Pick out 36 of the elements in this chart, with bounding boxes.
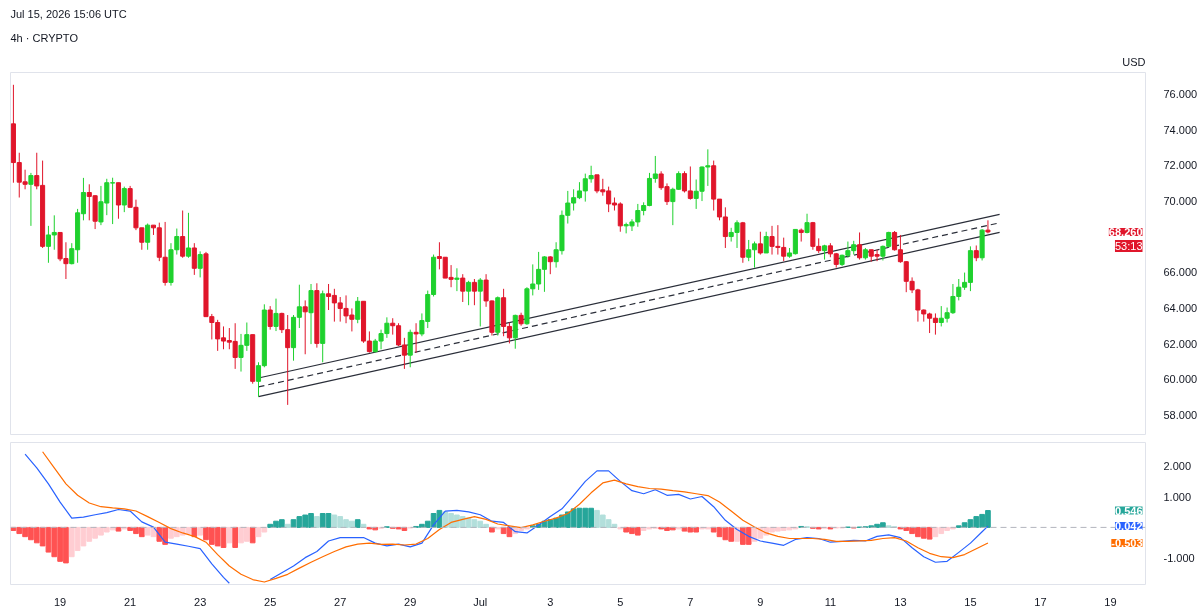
- annotation: 0.042: [1114, 520, 1143, 533]
- text: Jul 15, 2026 15:06 UTC: [10, 7, 127, 20]
- y-tick-label: 60.000: [1163, 373, 1198, 386]
- x-tick-label: 27: [334, 595, 347, 608]
- y-tick-label: 62.000: [1163, 337, 1198, 350]
- annotation: 68.260: [1108, 225, 1143, 238]
- x-tick-label: 13: [894, 595, 907, 608]
- x-tick-label: 3: [547, 595, 554, 608]
- y-tick-label: -1.000: [1163, 552, 1195, 565]
- y-tick-label: 76.000: [1163, 87, 1198, 100]
- chart-title: 4h · CRYPTO: [10, 31, 79, 44]
- y-tick-label: 72.000: [1163, 159, 1198, 172]
- y-tick-label: 1.000: [1163, 490, 1192, 503]
- x-tick-label: 15: [964, 595, 977, 608]
- y-tick-label: 2.000: [1163, 459, 1192, 472]
- annotation: -0.503: [1111, 536, 1143, 549]
- y-tick-label: 64.000: [1163, 301, 1198, 314]
- x-tick-label: 29: [404, 595, 417, 608]
- x-tick-label: 7: [687, 595, 694, 608]
- annotation: 53:13: [1114, 239, 1143, 252]
- annotation: 0.546: [1114, 504, 1143, 517]
- x-tick-label: 17: [1034, 595, 1047, 608]
- y-tick-label: 70.000: [1163, 194, 1198, 207]
- x-tick-label: 19: [53, 595, 67, 608]
- x-tick-label: 11: [824, 595, 837, 608]
- y-tick-label: 66.000: [1163, 266, 1198, 279]
- x-tick-label: 23: [194, 595, 207, 608]
- x-tick-label: 9: [757, 595, 764, 608]
- x-tick-label: 19: [1104, 595, 1117, 608]
- x-tick-label: 25: [264, 595, 277, 608]
- x-tick-label: 21: [124, 595, 137, 608]
- y-tick-label: 58.000: [1163, 408, 1198, 421]
- x-tick-label: Jul: [473, 595, 488, 608]
- x-tick-label: 5: [617, 595, 624, 608]
- y-tick-label: 74.000: [1163, 123, 1198, 136]
- y-axis-title: USD: [1122, 55, 1146, 68]
